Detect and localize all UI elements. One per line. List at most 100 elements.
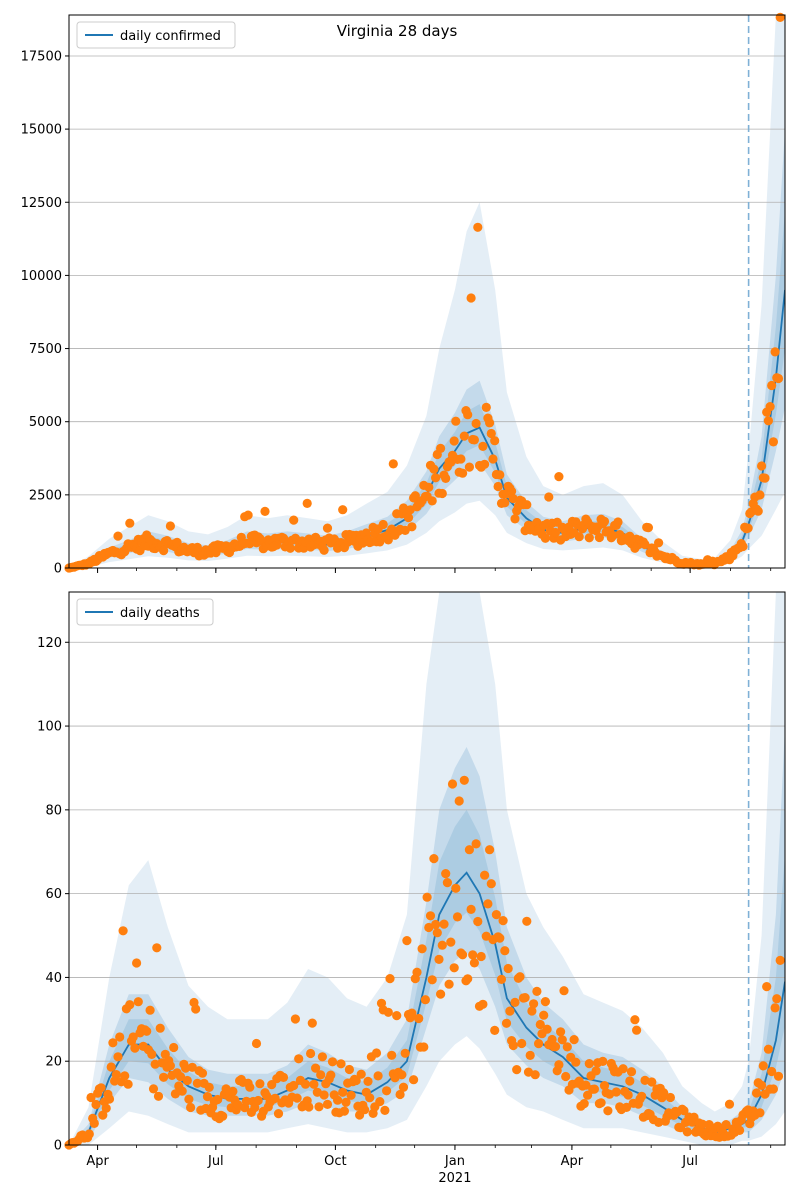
observed-point — [213, 1094, 223, 1105]
observed-point — [760, 473, 770, 483]
observed-point — [540, 997, 551, 1007]
observed-point — [613, 517, 623, 527]
observed-point — [480, 459, 490, 469]
observed-point — [145, 1005, 155, 1015]
observed-point — [659, 1088, 669, 1098]
observed-point — [319, 545, 329, 555]
observed-point — [757, 1080, 767, 1090]
observed-point — [383, 535, 393, 545]
observed-point — [775, 955, 785, 966]
observed-point — [557, 1035, 567, 1045]
observed-point — [159, 546, 169, 556]
observed-point — [456, 454, 466, 464]
observed-point — [459, 775, 469, 785]
observed-point — [569, 1035, 579, 1045]
observed-point — [735, 1125, 745, 1135]
observed-point — [273, 1109, 284, 1119]
observed-point — [480, 870, 490, 880]
observed-point — [441, 473, 451, 483]
observed-point — [290, 1014, 300, 1024]
observed-point — [104, 1094, 115, 1104]
observed-point — [253, 1095, 263, 1106]
y-tick-label: 120 — [37, 636, 62, 651]
observed-point — [630, 1015, 640, 1025]
observed-point — [341, 1097, 351, 1107]
observed-point — [412, 967, 422, 977]
observed-point — [133, 997, 143, 1007]
y-tick-label: 60 — [45, 887, 62, 902]
observed-point — [743, 523, 753, 533]
observed-point — [111, 1070, 121, 1080]
observed-point — [403, 513, 414, 523]
observed-point — [505, 1006, 515, 1016]
observed-point — [125, 518, 135, 528]
observed-point — [98, 1110, 108, 1120]
y-tick-label: 10000 — [21, 269, 62, 284]
observed-point — [142, 1026, 152, 1036]
observed-point — [599, 1081, 610, 1091]
inner-uncertainty-band — [69, 726, 785, 1145]
observed-point — [611, 1087, 621, 1097]
observed-point — [356, 1069, 366, 1079]
observed-point — [599, 516, 610, 527]
observed-point — [464, 845, 474, 855]
observed-point — [409, 1075, 419, 1085]
observed-point — [425, 911, 436, 921]
observed-point — [197, 1068, 208, 1078]
observed-point — [503, 963, 513, 974]
observed-point — [322, 1099, 333, 1109]
y-tick-label: 5000 — [29, 415, 62, 430]
observed-point — [155, 1023, 165, 1033]
x-tick-label: Oct — [324, 1154, 346, 1169]
plot-frame — [68, 14, 786, 569]
y-tick-label: 17500 — [21, 49, 62, 64]
observed-point — [486, 428, 496, 439]
observed-point — [289, 1080, 299, 1091]
observed-point — [338, 1087, 348, 1097]
observed-point — [120, 1071, 130, 1081]
observed-point — [591, 1066, 601, 1076]
observed-point — [339, 1106, 349, 1116]
observed-point — [762, 982, 772, 992]
observed-point — [186, 1102, 196, 1113]
confirmed-legend: daily confirmed — [76, 21, 236, 49]
observed-point — [466, 904, 476, 915]
inner-uncertainty-band — [69, 129, 785, 568]
observed-point — [464, 462, 474, 472]
observed-point — [640, 539, 650, 550]
observed-point — [311, 1063, 321, 1073]
observed-point — [625, 1076, 635, 1086]
observed-point — [654, 538, 664, 548]
observed-point — [561, 1071, 571, 1082]
observed-point — [336, 1059, 346, 1069]
observed-point — [429, 854, 439, 864]
observed-point — [152, 943, 162, 953]
observed-point — [177, 1086, 187, 1096]
observed-point — [400, 1048, 410, 1058]
observed-point — [556, 1027, 566, 1037]
observed-point — [478, 999, 488, 1009]
observed-point — [473, 916, 483, 927]
observed-point — [618, 1064, 628, 1074]
observed-point — [755, 490, 765, 500]
observed-point — [165, 1061, 175, 1071]
observed-point — [458, 950, 468, 960]
observed-point — [485, 418, 495, 428]
confirmed-legend-box — [76, 21, 236, 49]
confirmed-axes: 0 2500 5000 7500 10000 12500 15000 17500 — [21, 14, 786, 577]
observed-point — [643, 523, 654, 533]
observed-point — [463, 410, 473, 420]
observed-point — [473, 222, 483, 232]
observed-point — [547, 1034, 557, 1045]
observed-point — [490, 436, 500, 446]
confirmed-panel: 0 2500 5000 7500 10000 12500 15000 17500 daily … — [21, 12, 786, 577]
observed-point — [579, 1099, 589, 1109]
deaths-panel: 0 20 40 60 80 100 120 Apr Jul Oct Jan 2021 Apr Jul da… — [37, 591, 786, 1186]
observed-point — [550, 1042, 561, 1052]
observed-point — [108, 1038, 118, 1048]
observed-point — [647, 1077, 657, 1087]
observed-point — [589, 1084, 600, 1094]
observed-point — [508, 1040, 518, 1051]
x-tick-label: Apr — [86, 1154, 109, 1169]
observed-point — [544, 492, 554, 502]
